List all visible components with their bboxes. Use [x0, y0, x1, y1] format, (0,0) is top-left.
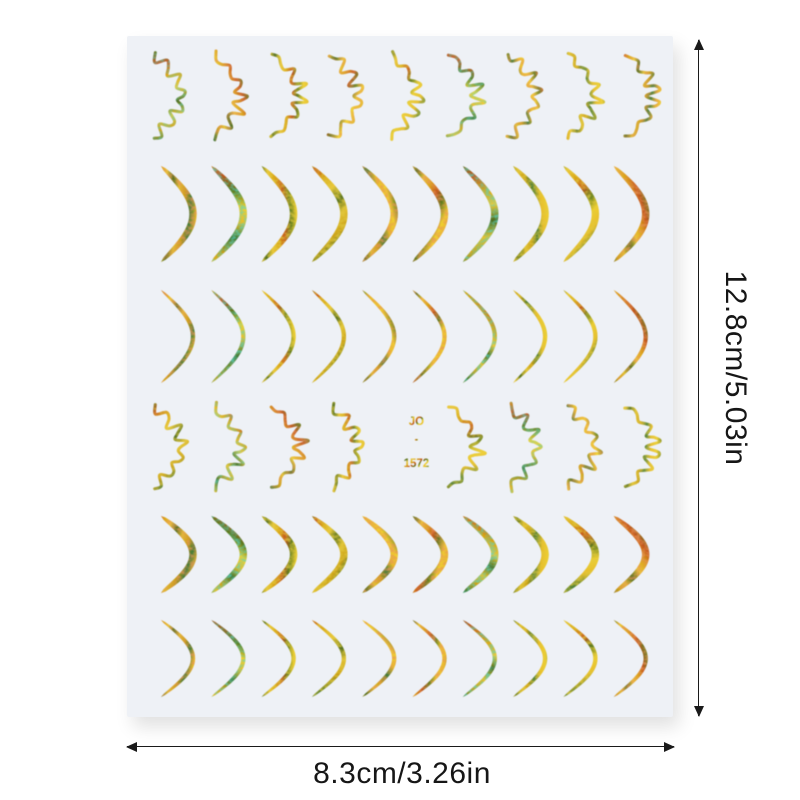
svg-text:JO: JO — [409, 416, 424, 428]
svg-text:-: - — [414, 434, 418, 446]
svg-text:1572: 1572 — [404, 458, 430, 470]
